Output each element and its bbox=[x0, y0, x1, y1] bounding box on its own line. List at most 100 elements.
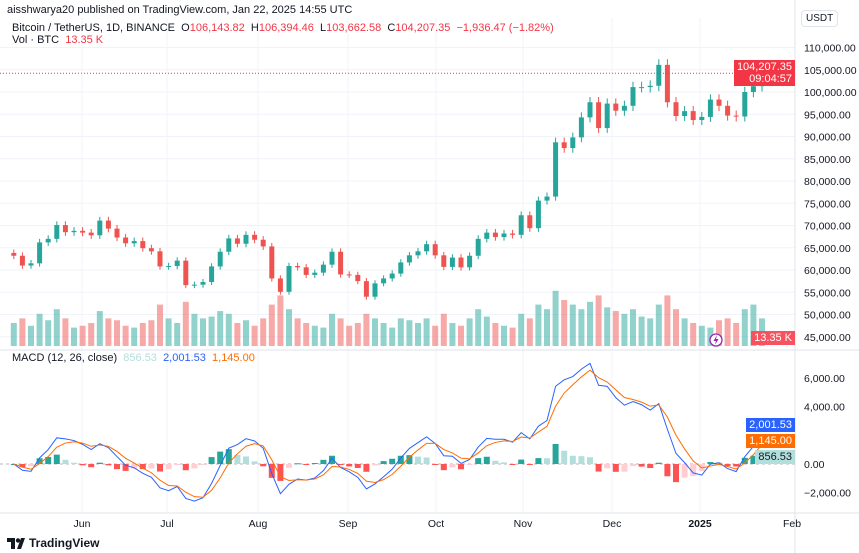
time-tick-label: Feb bbox=[783, 518, 801, 530]
macd-tick-label: 0.00 bbox=[804, 459, 825, 471]
volume-bar bbox=[423, 318, 430, 346]
macd-histogram-bar bbox=[268, 464, 275, 478]
macd-histogram-bar bbox=[303, 464, 310, 465]
volume-bar bbox=[122, 325, 129, 346]
macd-title[interactable]: MACD (12, 26, close) bbox=[12, 352, 118, 364]
candle-body bbox=[372, 283, 378, 297]
candle-body bbox=[527, 215, 533, 229]
candle-body bbox=[682, 111, 688, 117]
macd-histogram-bar bbox=[294, 463, 301, 465]
high-value: 106,394.46 bbox=[258, 22, 314, 34]
macd-histogram-bar bbox=[664, 464, 671, 477]
macd-histogram-bar bbox=[587, 457, 593, 464]
macd-histogram-bar bbox=[612, 464, 619, 472]
volume-bar bbox=[286, 309, 292, 346]
price-tick-label: 65,000.00 bbox=[804, 243, 851, 255]
macd-tick-label: −2,000.00 bbox=[804, 488, 851, 500]
candle-body bbox=[673, 102, 679, 117]
volume-bar bbox=[518, 313, 525, 346]
macd-histogram-bar bbox=[243, 456, 249, 464]
candle-body bbox=[355, 274, 361, 282]
volume-bar bbox=[62, 318, 69, 346]
volume-bar bbox=[698, 325, 705, 346]
macd-histogram-bar bbox=[182, 464, 189, 471]
macd-histogram-bar bbox=[36, 458, 43, 464]
candle-body bbox=[166, 265, 172, 267]
candle-body bbox=[544, 196, 550, 201]
time-tick-label: Jul bbox=[160, 518, 173, 530]
volume-bar bbox=[329, 313, 335, 346]
candle-body bbox=[19, 255, 25, 266]
price-tick-label: 95,000.00 bbox=[804, 109, 851, 121]
candle-body bbox=[312, 272, 318, 275]
macd-histogram-bar bbox=[114, 464, 120, 470]
volume-bar bbox=[647, 318, 654, 346]
volume-bar bbox=[561, 300, 568, 346]
candle-body bbox=[62, 225, 68, 233]
volume-bar bbox=[372, 318, 378, 346]
volume-bar bbox=[673, 309, 679, 346]
close-value: 104,207.35 bbox=[395, 22, 451, 34]
volume-bar bbox=[217, 311, 224, 346]
vol-label[interactable]: Vol · BTC bbox=[12, 34, 60, 46]
price-tick-label: 75,000.00 bbox=[804, 198, 851, 210]
macd-histogram-bar bbox=[526, 464, 533, 465]
candle-body bbox=[510, 233, 516, 235]
volume-bar bbox=[191, 313, 198, 346]
volume-bar bbox=[243, 320, 249, 346]
volume-bar bbox=[492, 323, 499, 346]
volume-bar bbox=[10, 323, 17, 346]
volume-bar bbox=[346, 325, 353, 346]
candle-body bbox=[604, 103, 610, 129]
macd-histogram-bar bbox=[552, 443, 559, 464]
candle-body bbox=[140, 241, 146, 249]
symbol-name[interactable]: Bitcoin / TetherUS, 1D, BINANCE bbox=[12, 22, 176, 34]
volume-bar bbox=[200, 318, 206, 346]
currency-label[interactable]: USDT bbox=[801, 10, 839, 27]
signal-line bbox=[13, 369, 763, 498]
volume-bar bbox=[105, 318, 112, 346]
histogram-badge: 856.53 bbox=[755, 450, 795, 464]
macd-histogram-bar bbox=[131, 464, 138, 469]
macd-histogram-bar bbox=[191, 464, 198, 469]
volume-bar bbox=[535, 304, 542, 346]
tradingview-logo[interactable]: TradingView bbox=[7, 536, 99, 550]
macd-histogram-bar bbox=[62, 459, 69, 464]
volume-bar bbox=[587, 301, 593, 346]
candle-body bbox=[613, 103, 619, 111]
close-label: C bbox=[387, 22, 396, 34]
volume-bar bbox=[509, 327, 516, 346]
macd-histogram-bar bbox=[320, 459, 327, 464]
volume-bar bbox=[131, 327, 138, 346]
volume-bar bbox=[552, 290, 559, 346]
macd-histogram-bar bbox=[45, 456, 52, 464]
candle-body bbox=[742, 92, 748, 117]
volume-bar bbox=[475, 309, 482, 346]
price-tick-label: 110,000.00 bbox=[804, 43, 856, 55]
volume-bar bbox=[604, 307, 611, 346]
volume-bar bbox=[741, 309, 748, 346]
macd-histogram-bar bbox=[354, 464, 361, 468]
volume-bar bbox=[595, 295, 602, 346]
bar-countdown: 09:04:57 bbox=[749, 73, 792, 85]
candle-body bbox=[54, 225, 60, 239]
volume-bar bbox=[750, 304, 757, 346]
candle-body bbox=[226, 238, 232, 252]
candle-body bbox=[217, 251, 223, 267]
open-label: O bbox=[181, 22, 190, 34]
volume-bar bbox=[294, 318, 301, 346]
macd-tick-label: 6,000.00 bbox=[804, 373, 845, 385]
macd-histogram-bar bbox=[311, 463, 318, 465]
macd-histogram-bar bbox=[604, 464, 611, 469]
price-tick-label: 90,000.00 bbox=[804, 132, 851, 144]
candle-body bbox=[733, 115, 739, 117]
candle-body bbox=[234, 238, 240, 244]
macd-histogram-bar bbox=[380, 461, 387, 464]
volume-bar bbox=[449, 323, 456, 346]
volume-bar bbox=[88, 323, 95, 346]
candle-body bbox=[518, 215, 524, 235]
volume-bar bbox=[716, 320, 722, 346]
volume-bar bbox=[690, 323, 697, 346]
candle-body bbox=[338, 251, 344, 275]
